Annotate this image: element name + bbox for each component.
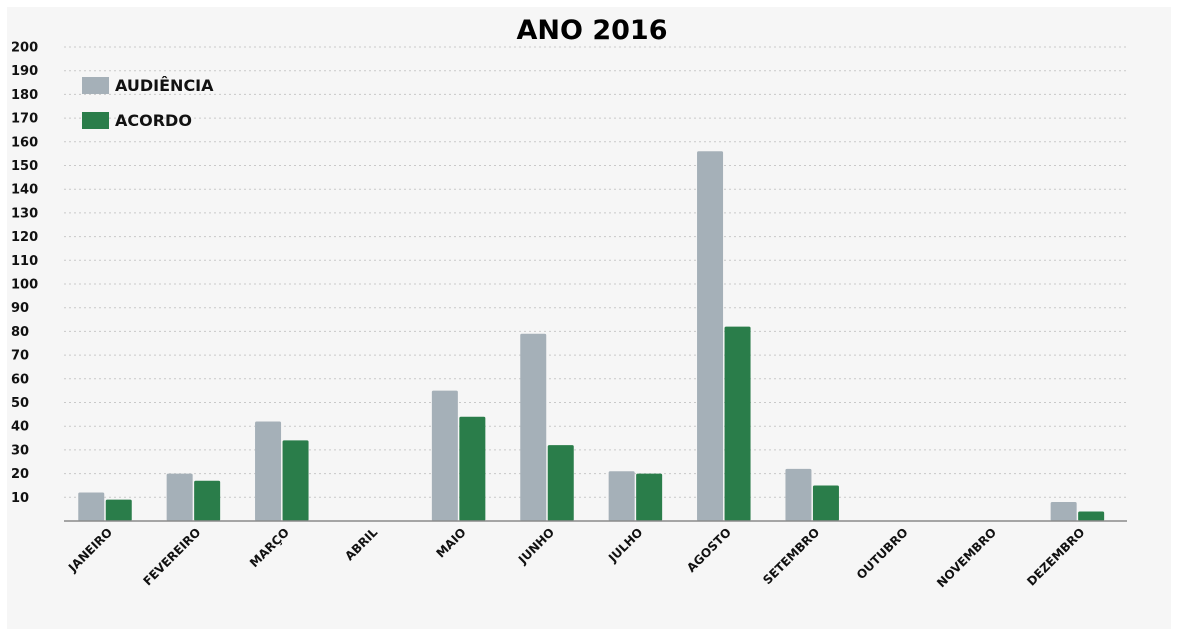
legend-swatch	[82, 77, 109, 94]
bar-audiencia-maio	[431, 390, 458, 521]
y-tick-label: 160	[11, 135, 38, 150]
bar-acordo-setembro	[812, 485, 839, 521]
legend-swatch	[82, 112, 109, 129]
x-axis-ticks: JANEIRO FEVEREIRO MARÇO ABRIL MAIO JUNHO JULHO…	[65, 525, 1088, 590]
y-tick-label: 30	[11, 443, 29, 458]
bar-acordo-março	[282, 440, 309, 521]
bar-acordo-agosto	[724, 326, 751, 521]
bar-audiencia-julho	[608, 471, 635, 521]
legend: AUDIÊNCIA ACORDO	[82, 76, 214, 130]
y-tick-label: 150	[11, 159, 38, 174]
y-tick-label: 120	[11, 230, 38, 245]
gridlines	[64, 46, 1127, 498]
bars	[78, 151, 1105, 521]
bar-acordo-julho	[636, 473, 663, 521]
bar-audiencia-fevereiro	[166, 473, 193, 521]
y-tick-label: 170	[11, 112, 38, 127]
x-tick-label: JANEIRO	[65, 525, 115, 575]
y-tick-label: 70	[11, 349, 29, 364]
legend-label: AUDIÊNCIA	[115, 76, 214, 95]
bar-acordo-maio	[459, 416, 486, 521]
bar-chart: ANO 2016 1020304050607080901001101201301…	[11, 15, 1127, 590]
bar-acordo-janeiro	[105, 499, 132, 521]
legend-label: ACORDO	[115, 111, 192, 130]
x-tick-label: JULHO	[605, 525, 645, 565]
y-tick-label: 110	[11, 254, 38, 269]
x-tick-label: AGOSTO	[684, 525, 734, 575]
y-tick-label: 20	[11, 467, 29, 482]
y-tick-label: 100	[11, 278, 38, 293]
y-tick-label: 10	[11, 491, 29, 506]
y-tick-label: 180	[11, 88, 38, 103]
y-tick-label: 50	[11, 396, 29, 411]
bar-audiencia-março	[255, 421, 282, 521]
x-tick-label: NOVEMBRO	[934, 525, 999, 590]
bar-audiencia-janeiro	[78, 492, 105, 521]
y-axis-ticks: 10 20 30 40 50 60 70 80 90 100 110 120 130 140 150 160 1…	[11, 41, 38, 506]
x-tick-label: FEVEREIRO	[140, 525, 203, 588]
y-tick-label: 40	[11, 420, 29, 435]
x-tick-label: JUNHO	[515, 525, 557, 567]
y-tick-label: 90	[11, 301, 29, 316]
bar-acordo-junho	[547, 445, 574, 521]
x-tick-label: MAIO	[433, 525, 468, 560]
bar-acordo-dezembro	[1078, 511, 1105, 521]
chart-panel: ANO 2016 10 20 30 40 50 60 70 80 90 100 110 120 130 1…	[7, 7, 1171, 629]
bar-audiencia-agosto	[697, 151, 724, 521]
y-tick-label: 60	[11, 372, 29, 387]
x-tick-label: DEZEMBRO	[1024, 525, 1087, 588]
y-tick-label: 80	[11, 325, 29, 340]
chart-title: ANO 2016	[517, 15, 668, 46]
x-tick-label: ABRIL	[342, 525, 380, 563]
x-tick-label: OUTUBRO	[854, 525, 911, 582]
y-tick-label: 190	[11, 64, 38, 79]
y-tick-label: 200	[11, 41, 38, 56]
x-tick-label: MARÇO	[247, 525, 292, 570]
bar-audiencia-setembro	[785, 468, 812, 521]
bar-audiencia-junho	[520, 333, 547, 521]
x-tick-label: SETEMBRO	[760, 525, 822, 587]
y-tick-label: 140	[11, 183, 38, 198]
bar-acordo-fevereiro	[194, 480, 221, 521]
y-tick-label: 130	[11, 206, 38, 221]
bar-audiencia-dezembro	[1050, 502, 1077, 521]
